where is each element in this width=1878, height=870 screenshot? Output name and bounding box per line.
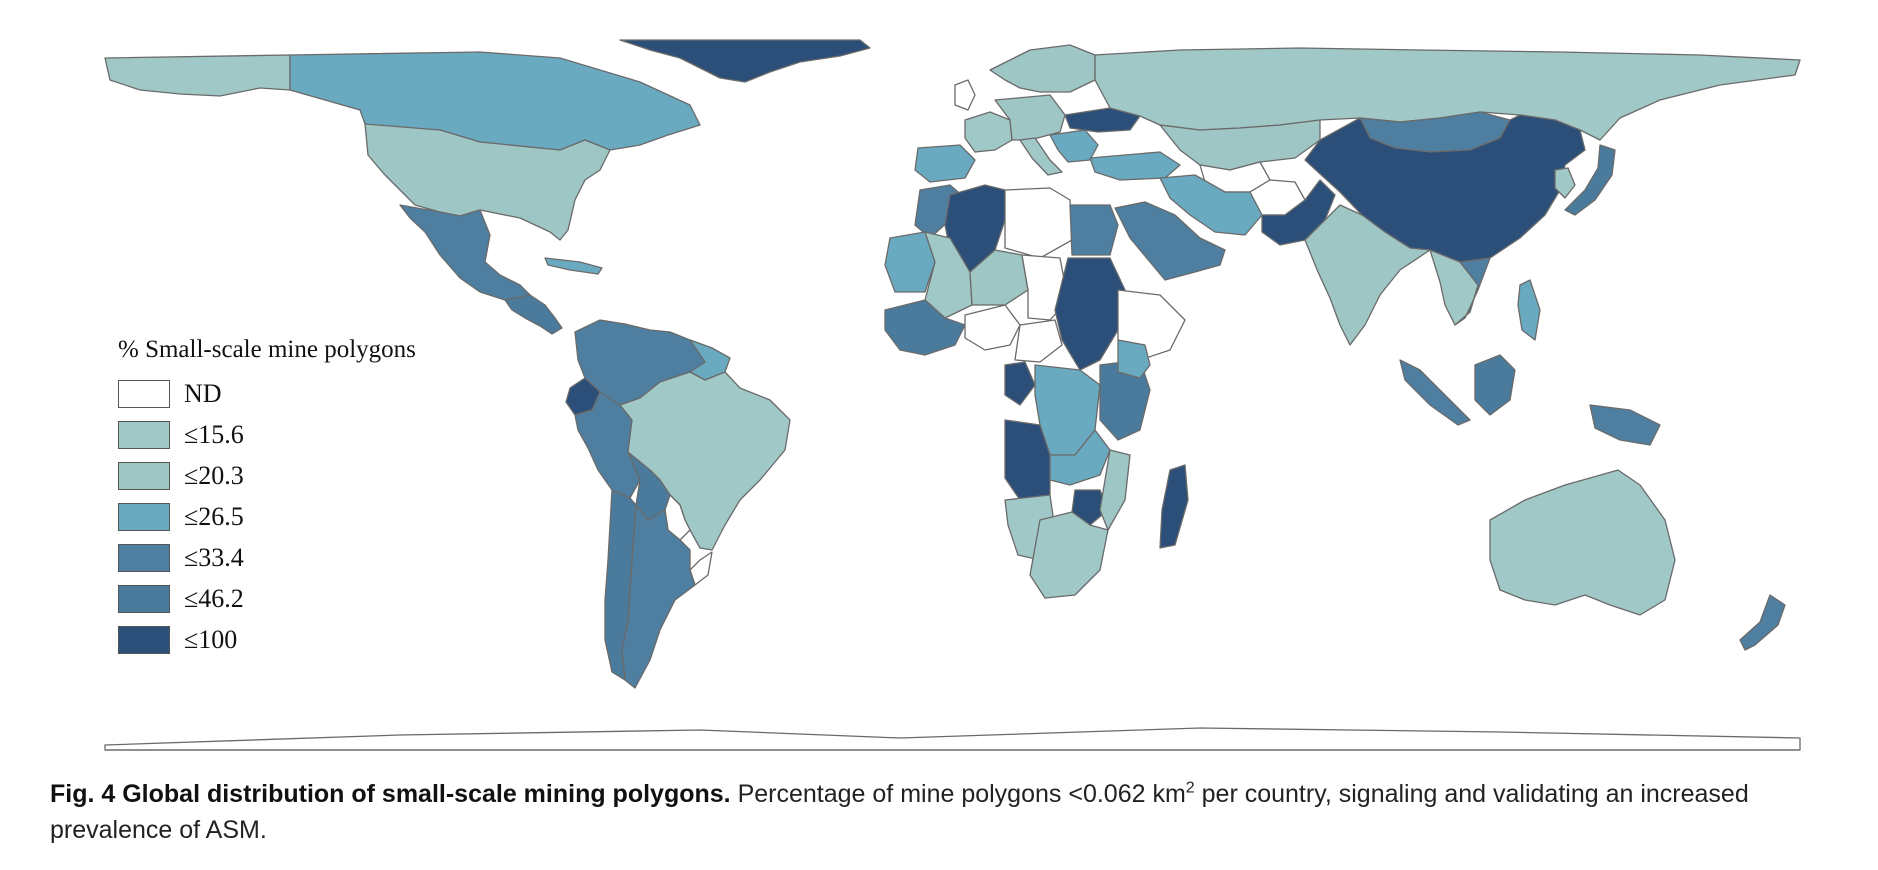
figure-caption: Fig. 4 Global distribution of small-scal… [50, 776, 1855, 848]
legend-swatch [118, 502, 170, 531]
legend-label: ≤33.4 [184, 542, 244, 572]
caption-figure-label: Fig. 4 Global distribution of small-scal… [50, 780, 731, 808]
region-chile [604, 489, 637, 681]
region-kenya [1117, 339, 1151, 379]
legend-swatch [118, 625, 170, 654]
region-scandinavia [989, 44, 1096, 93]
region-balkans [1049, 129, 1099, 163]
region-libya [1004, 187, 1073, 259]
region-antarctica [104, 727, 1801, 751]
region-egypt [1069, 204, 1119, 256]
caption-superscript: 2 [1185, 779, 1195, 797]
region-central-america [504, 294, 563, 335]
region-uk [954, 79, 976, 111]
map-legend: % Small-scale mine polygons ND ≤15.6 ≤20… [118, 336, 518, 660]
region-japan [1564, 144, 1616, 216]
legend-item-33-4: ≤33.4 [118, 537, 518, 578]
legend-item-46-2: ≤46.2 [118, 578, 518, 619]
region-new-zealand [1739, 594, 1786, 651]
legend-label: ≤100 [184, 624, 238, 654]
region-central-africa [1014, 319, 1063, 363]
region-italy [1019, 137, 1063, 176]
region-usa [364, 123, 611, 241]
legend-swatch [118, 543, 170, 572]
region-india [1304, 204, 1431, 346]
region-france [964, 111, 1013, 153]
legend-item-20-3: ≤20.3 [118, 455, 518, 496]
region-philippines [1517, 279, 1541, 341]
legend-label: ND [184, 378, 222, 408]
region-central-europe [994, 94, 1066, 141]
region-zimbabwe [1071, 489, 1109, 526]
legend-swatch [118, 420, 170, 449]
legend-swatch [118, 584, 170, 613]
legend-title: % Small-scale mine polygons [118, 336, 416, 363]
region-korea [1554, 167, 1576, 199]
region-indonesia-sumatra [1399, 359, 1471, 426]
world-map [104, 39, 1801, 751]
region-new-guinea [1589, 404, 1661, 446]
region-alaska [104, 54, 291, 97]
legend-swatch [118, 461, 170, 490]
region-southern-africa [1029, 511, 1109, 599]
legend-item-26-5: ≤26.5 [118, 496, 518, 537]
region-borneo [1474, 354, 1516, 416]
caption-text: Percentage of mine polygons <0.062 km [737, 780, 1186, 808]
region-gabon-congo [1004, 361, 1036, 406]
region-nigeria [964, 304, 1021, 351]
region-caribbean [544, 257, 603, 275]
legend-label: ≤26.5 [184, 501, 244, 531]
region-canada [289, 51, 701, 151]
region-west-africa [884, 299, 966, 356]
region-sudan [1054, 257, 1126, 371]
legend-label: ≤15.6 [184, 419, 244, 449]
legend-swatch [118, 379, 170, 408]
region-pakistan [1261, 179, 1336, 246]
legend-item-nd: ND [118, 373, 518, 414]
region-australia [1489, 469, 1676, 616]
region-turkey [1089, 151, 1181, 181]
region-saudi-arabia [1114, 201, 1226, 281]
caption-text-continued: per country, signaling and validating an… [50, 780, 1749, 844]
legend-item-100: ≤100 [118, 619, 518, 660]
legend-label: ≤46.2 [184, 583, 244, 613]
region-iberia [914, 144, 976, 183]
legend-item-15-6: ≤15.6 [118, 414, 518, 455]
region-mali [924, 231, 973, 319]
region-kazakhstan [1159, 119, 1321, 171]
region-iran [1159, 174, 1263, 236]
region-mexico [399, 204, 531, 301]
legend-label: ≤20.3 [184, 460, 244, 490]
region-greenland [619, 39, 871, 83]
region-vietnam [1454, 257, 1491, 326]
region-zambia [1049, 429, 1111, 486]
region-madagascar [1159, 464, 1189, 549]
